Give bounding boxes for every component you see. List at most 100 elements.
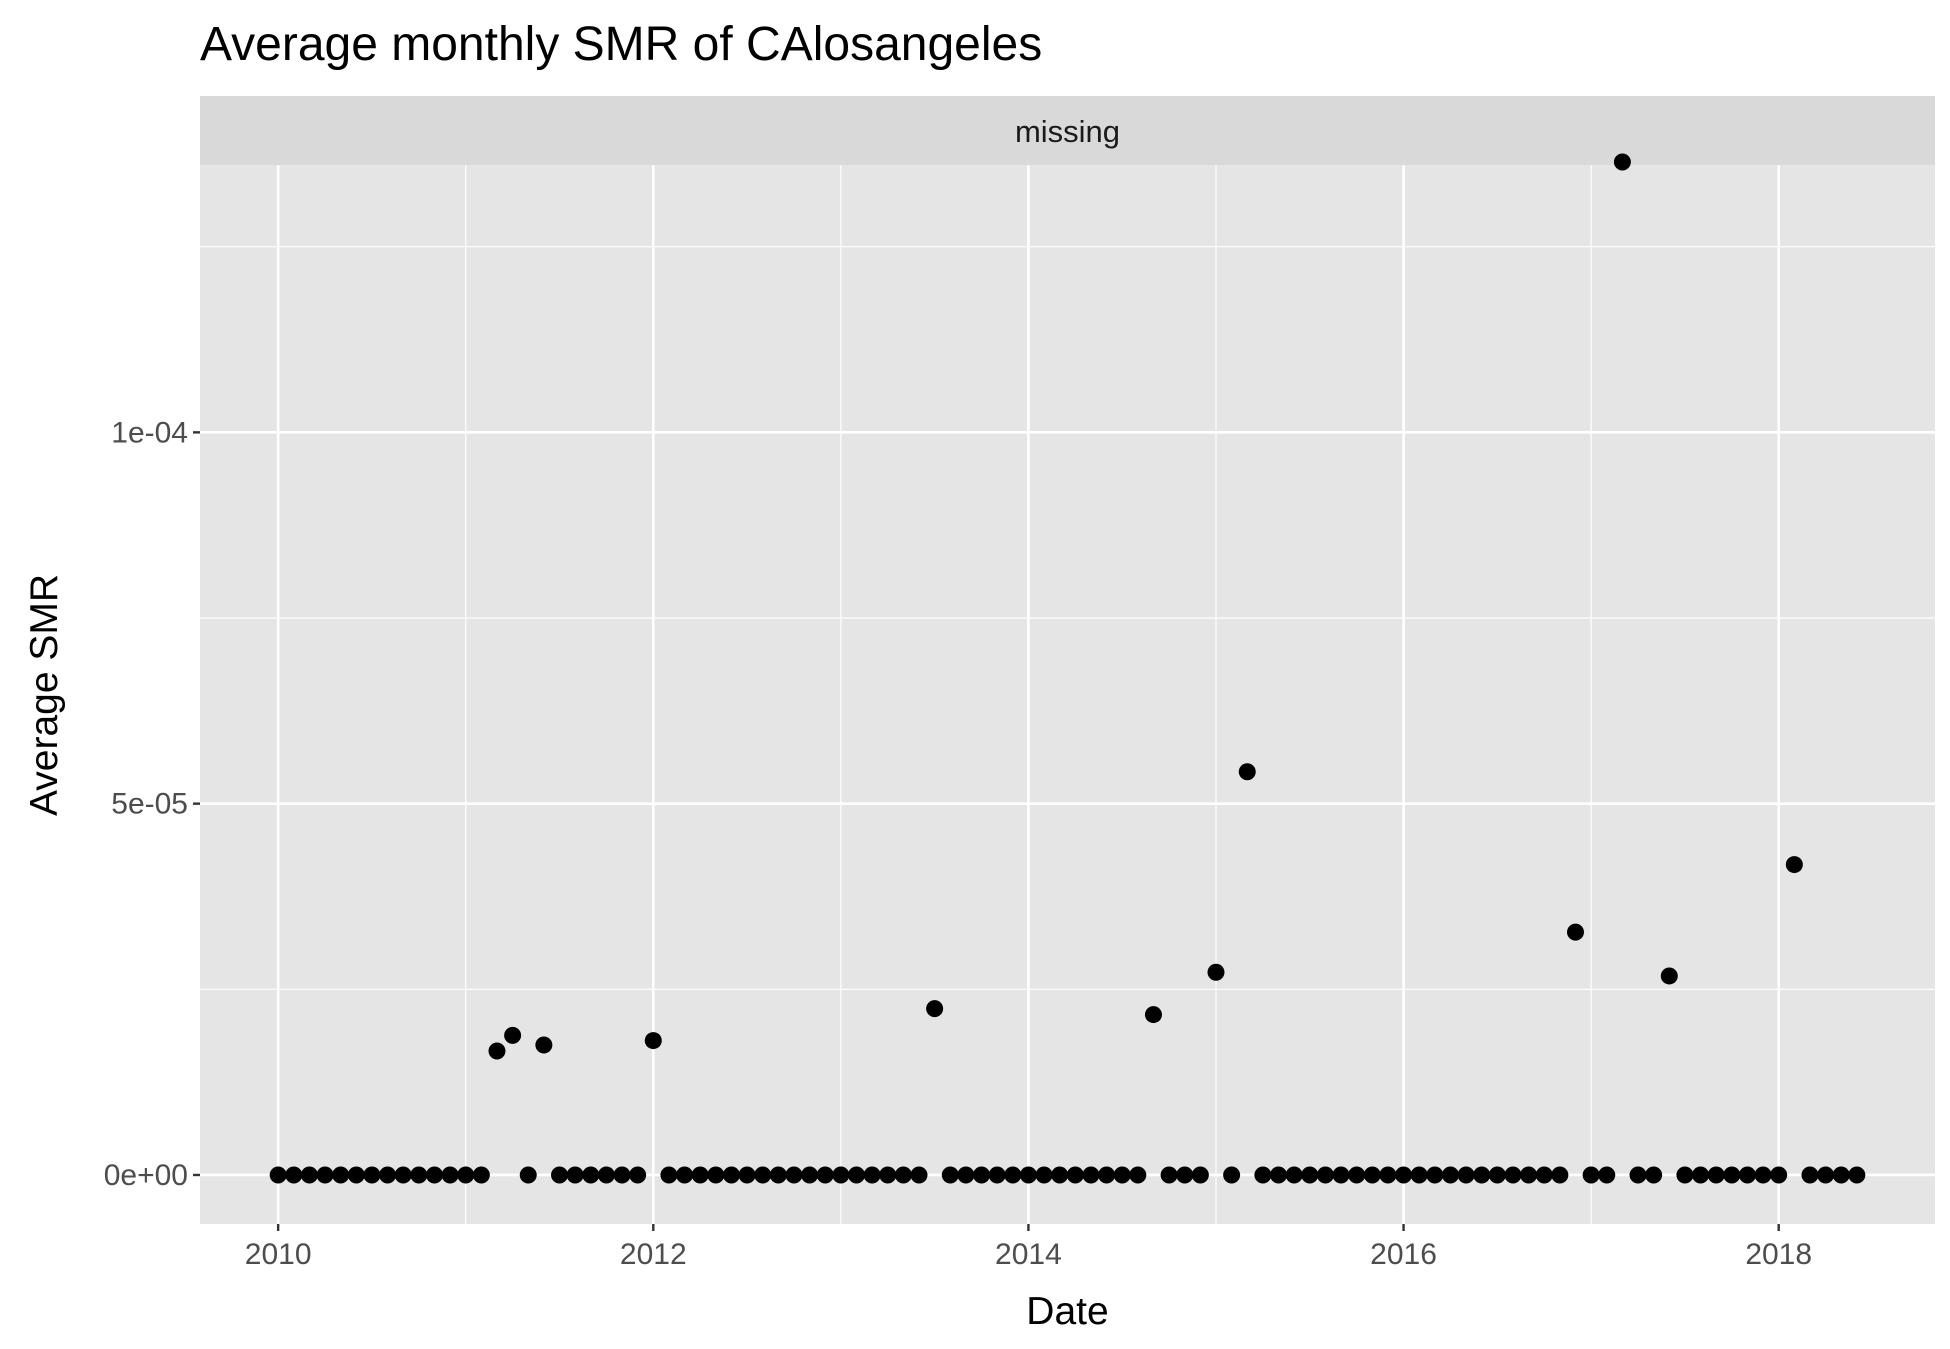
data-point xyxy=(1223,1166,1241,1184)
data-point xyxy=(1692,1166,1710,1184)
data-point xyxy=(660,1166,678,1184)
data-point xyxy=(894,1166,912,1184)
data-point xyxy=(691,1166,709,1184)
data-point xyxy=(785,1166,803,1184)
data-point xyxy=(597,1166,615,1184)
data-point xyxy=(1098,1166,1116,1184)
data-point xyxy=(1676,1166,1694,1184)
data-point xyxy=(1285,1166,1303,1184)
data-point xyxy=(879,1166,897,1184)
data-point xyxy=(1348,1166,1366,1184)
data-points xyxy=(269,153,1866,1184)
data-point xyxy=(1770,1166,1788,1184)
data-point xyxy=(1051,1166,1069,1184)
x-tick-label: 2016 xyxy=(1370,1238,1437,1271)
data-point xyxy=(1395,1166,1413,1184)
data-point xyxy=(394,1166,412,1184)
data-point xyxy=(1738,1166,1756,1184)
data-point xyxy=(1551,1166,1569,1184)
data-point xyxy=(1535,1166,1553,1184)
data-point xyxy=(1316,1166,1334,1184)
data-point xyxy=(1645,1166,1663,1184)
x-axis-title: Date xyxy=(1026,1290,1108,1333)
y-axis-title: Average SMR xyxy=(23,574,66,816)
data-point xyxy=(863,1166,881,1184)
data-point xyxy=(472,1166,490,1184)
data-point xyxy=(644,1032,662,1050)
facet-strip xyxy=(200,96,1935,165)
data-point xyxy=(1191,1166,1209,1184)
y-tick-label: 5e-05 xyxy=(111,788,188,821)
data-point xyxy=(1785,856,1803,874)
data-point xyxy=(1520,1166,1538,1184)
data-point xyxy=(1363,1166,1381,1184)
data-point xyxy=(1817,1166,1835,1184)
data-point xyxy=(613,1166,631,1184)
data-point xyxy=(1848,1166,1866,1184)
chart-title: Average monthly SMR of CAlosangeles xyxy=(200,18,1042,71)
data-point xyxy=(629,1166,647,1184)
data-point xyxy=(1457,1166,1475,1184)
data-point xyxy=(504,1026,522,1044)
data-point xyxy=(754,1166,772,1184)
data-point xyxy=(910,1166,928,1184)
y-tick-label: 1e-04 xyxy=(111,416,188,449)
data-point xyxy=(1566,923,1584,941)
data-point xyxy=(1598,1166,1616,1184)
minor-gridlines xyxy=(200,165,1935,1224)
data-point xyxy=(1832,1166,1850,1184)
data-point xyxy=(1504,1166,1522,1184)
data-point xyxy=(1160,1166,1178,1184)
y-axis: 0e+00 5e-05 1e-04 xyxy=(104,416,200,1192)
data-point xyxy=(957,1166,975,1184)
x-tick-label: 2012 xyxy=(620,1238,687,1271)
plot-panel xyxy=(200,165,1935,1224)
data-point xyxy=(1129,1166,1147,1184)
data-point xyxy=(1801,1166,1819,1184)
data-point xyxy=(1488,1166,1506,1184)
data-point xyxy=(1629,1166,1647,1184)
data-point xyxy=(269,1166,287,1184)
x-axis: 2010 2012 2014 2016 2018 xyxy=(245,1224,1812,1271)
data-point xyxy=(1754,1166,1772,1184)
data-point xyxy=(769,1166,787,1184)
data-point xyxy=(1473,1166,1491,1184)
data-point xyxy=(1176,1166,1194,1184)
data-point xyxy=(1254,1166,1272,1184)
data-point xyxy=(926,1000,944,1018)
data-point xyxy=(300,1166,318,1184)
data-point xyxy=(801,1166,819,1184)
data-point xyxy=(1723,1166,1741,1184)
data-point xyxy=(519,1166,537,1184)
data-point xyxy=(535,1036,553,1054)
data-point xyxy=(1144,1006,1162,1024)
data-point xyxy=(1207,963,1225,981)
data-point xyxy=(1113,1166,1131,1184)
x-tick-label: 2014 xyxy=(995,1238,1062,1271)
data-point xyxy=(676,1166,694,1184)
data-point xyxy=(410,1166,428,1184)
data-point xyxy=(1707,1166,1725,1184)
data-point xyxy=(941,1166,959,1184)
data-point xyxy=(1066,1166,1084,1184)
data-point xyxy=(738,1166,756,1184)
data-point xyxy=(379,1166,397,1184)
x-tick-label: 2018 xyxy=(1745,1238,1812,1271)
data-point xyxy=(285,1166,303,1184)
data-point xyxy=(1019,1166,1037,1184)
data-point xyxy=(722,1166,740,1184)
data-point xyxy=(1332,1166,1350,1184)
data-point xyxy=(1238,763,1256,781)
data-point xyxy=(1660,967,1678,985)
data-point xyxy=(1270,1166,1288,1184)
data-point xyxy=(488,1042,506,1060)
data-point xyxy=(441,1166,459,1184)
data-point xyxy=(1035,1166,1053,1184)
data-point xyxy=(1379,1166,1397,1184)
data-point xyxy=(973,1166,991,1184)
data-point xyxy=(816,1166,834,1184)
data-point xyxy=(1441,1166,1459,1184)
data-point xyxy=(347,1166,365,1184)
data-point xyxy=(832,1166,850,1184)
